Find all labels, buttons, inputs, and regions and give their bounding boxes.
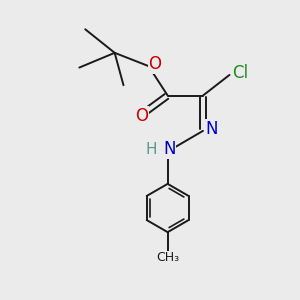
- Text: N: N: [163, 140, 175, 158]
- Text: O: O: [136, 107, 148, 125]
- Text: O: O: [148, 55, 161, 73]
- Text: CH₃: CH₃: [156, 251, 179, 264]
- Text: Cl: Cl: [232, 64, 248, 82]
- Text: H: H: [146, 142, 157, 157]
- Text: N: N: [205, 119, 217, 137]
